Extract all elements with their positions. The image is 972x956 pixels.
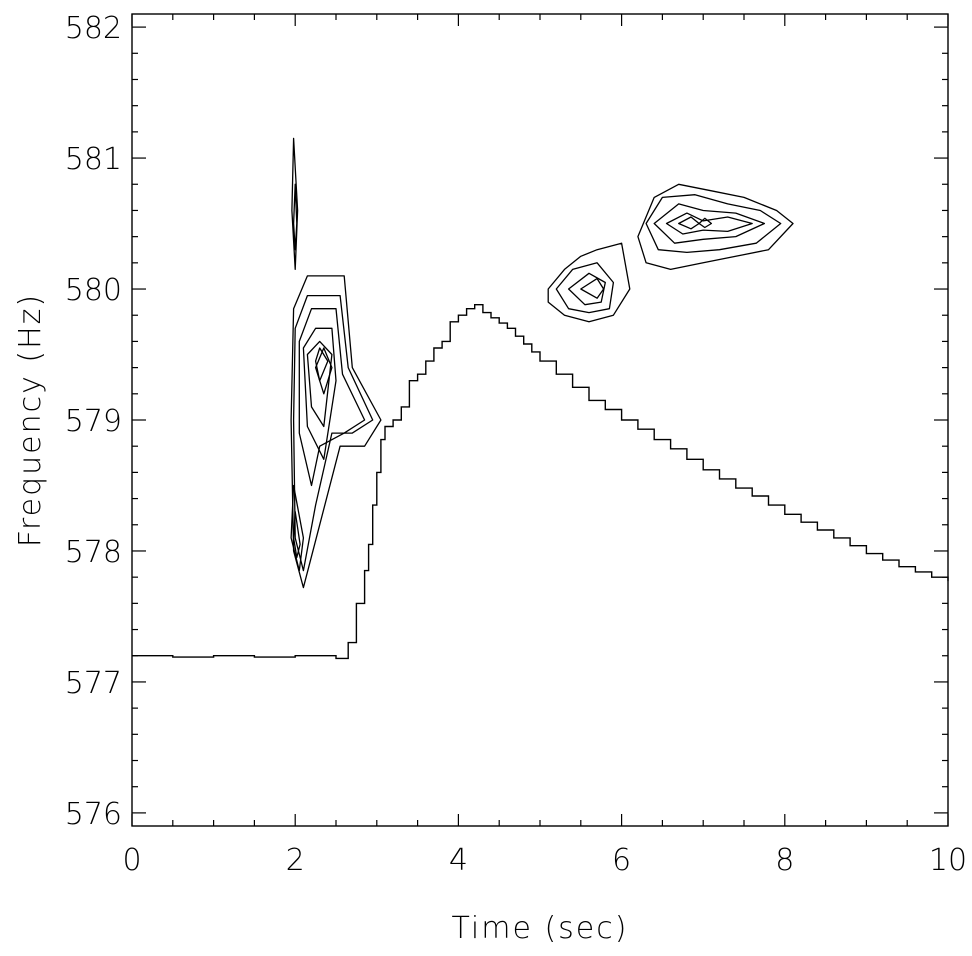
contour-group bbox=[290, 137, 794, 589]
contour-c2-8 bbox=[290, 484, 305, 572]
x-tick-label: 2 bbox=[286, 843, 305, 878]
contour-c4-4 bbox=[665, 212, 753, 235]
contour-c4-1 bbox=[637, 183, 794, 271]
y-tick-labels: 576 577 578 579 580 581 582 bbox=[65, 11, 122, 832]
y-tick-label: 579 bbox=[65, 404, 122, 439]
contour-c1-inner bbox=[292, 183, 298, 251]
y-tick-label: 577 bbox=[65, 666, 122, 701]
contour-c4-3 bbox=[653, 203, 766, 244]
x-tick-labels: 0 2 4 6 8 10 bbox=[122, 843, 967, 878]
contour-c4-5 bbox=[678, 216, 700, 230]
contour-c3-2 bbox=[555, 262, 615, 314]
y-tick-label: 580 bbox=[65, 273, 122, 308]
contour-c2-7 bbox=[314, 347, 329, 382]
contour-c3-3 bbox=[567, 272, 606, 306]
y-tick-label: 581 bbox=[65, 142, 122, 177]
x-tick-label: 8 bbox=[775, 843, 794, 878]
contour-c2-1 bbox=[290, 275, 382, 589]
x-tick-label: 4 bbox=[449, 843, 468, 878]
axis-ticks bbox=[131, 14, 949, 826]
y-tick-label: 578 bbox=[65, 535, 122, 570]
series-group bbox=[132, 304, 949, 660]
contour-c4-6 bbox=[698, 217, 713, 229]
x-tick-label: 0 bbox=[122, 843, 141, 878]
contour-c3-1 bbox=[547, 242, 631, 323]
contour-c2-3 bbox=[298, 308, 366, 487]
contour-c2-5 bbox=[306, 340, 333, 428]
y-axis-label: Frequency (Hz) bbox=[13, 293, 48, 547]
contour-c1-outer bbox=[291, 137, 299, 271]
plot-frame bbox=[131, 13, 949, 827]
contour-c2-4 bbox=[302, 327, 337, 460]
contour-c2-9 bbox=[292, 511, 301, 559]
x-tick-label: 10 bbox=[929, 843, 967, 878]
contour-c2-6 bbox=[314, 347, 333, 395]
contour-c4-2 bbox=[645, 194, 782, 254]
y-tick-label: 582 bbox=[65, 11, 122, 46]
y-tick-label: 576 bbox=[65, 797, 122, 832]
contour-c3-4 bbox=[580, 277, 605, 299]
x-tick-label: 6 bbox=[612, 843, 631, 878]
series-line-0 bbox=[132, 304, 949, 660]
x-axis-label: Time (sec) bbox=[452, 911, 629, 946]
